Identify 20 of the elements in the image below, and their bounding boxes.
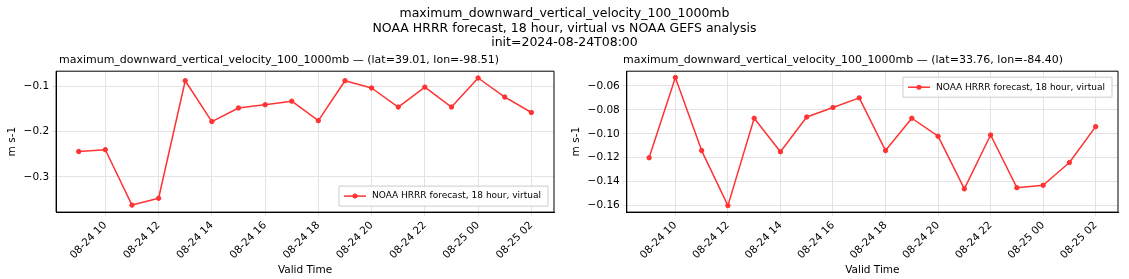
chart-title: maximum_downward_vertical_velocity_100_1000mb — (lat=39.01, lon=-98.51) [58,53,500,67]
y-tick-label: −0.16 [587,198,621,211]
legend-label: NOAA HRRR forecast, 18 hour, virtual [371,190,541,201]
text: NOAA HRRR forecast, 18 hour, virtual vs NOAA GEFS analysis [371,19,758,35]
chart-title: maximum_downward_vertical_velocity_100_1000mb — (lat=33.76, lon=-84.40) [622,53,1064,67]
y-axis-title: m s-1 [5,126,18,157]
y-tick-label: −0.06 [587,78,621,91]
y-tick-label: −0.3 [23,169,50,182]
legend-label: NOAA HRRR forecast, 18 hour, virtual [935,81,1105,92]
y-tick-label: −0.2 [23,124,50,137]
y-tick-label: −0.1 [23,78,50,91]
x-axis-title: Valid Time [845,263,900,276]
y-axis-title: m s-1 [569,126,582,157]
text: init=2024-08-24T08:00 [490,34,639,50]
y-tick-label: −0.08 [587,102,620,115]
y-tick-label: −0.14 [587,174,621,187]
x-axis-title: Valid Time [277,263,333,276]
text: maximum_downward_vertical_velocity_100_1000mb [398,5,731,21]
y-tick-label: −0.12 [587,150,620,163]
y-tick-label: −0.10 [587,126,620,139]
